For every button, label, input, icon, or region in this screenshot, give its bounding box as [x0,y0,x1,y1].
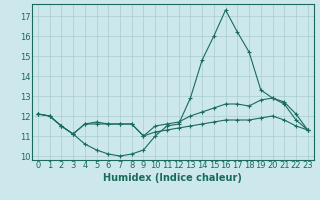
X-axis label: Humidex (Indice chaleur): Humidex (Indice chaleur) [103,173,242,183]
